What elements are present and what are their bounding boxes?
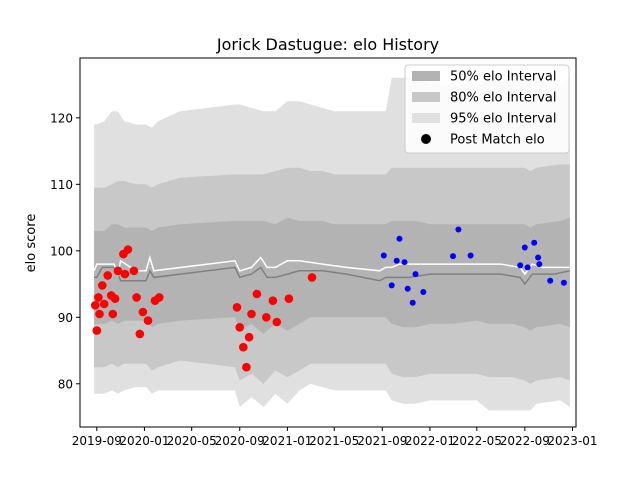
blue-match-point — [396, 235, 403, 242]
legend-label: Post Match elo — [450, 133, 545, 148]
red-match-point — [92, 326, 102, 335]
plot-frame — [79, 57, 577, 428]
red-match-point — [247, 309, 256, 319]
legend: 50% elo Interval 80% elo Interval 95% elo … — [404, 64, 570, 154]
red-match-point — [242, 362, 251, 372]
x-tick-label: 2020-01 — [119, 434, 169, 448]
blue-match-point — [420, 289, 427, 295]
red-match-point — [95, 309, 104, 319]
red-match-point — [108, 309, 118, 319]
red-match-point — [98, 281, 107, 290]
red-match-point — [120, 269, 130, 279]
x-tick-label: 2022-09 — [500, 434, 550, 448]
blue-match-point — [450, 253, 456, 260]
red-match-point — [123, 245, 133, 254]
blue-match-point — [467, 252, 474, 259]
blue-match-point — [412, 271, 419, 278]
median-elo-line — [94, 266, 570, 286]
red-match-point — [90, 301, 100, 310]
blue-match-point — [517, 262, 524, 269]
blue-match-point — [404, 285, 411, 292]
x-tick-label: 2019-09 — [72, 434, 122, 448]
red-match-point — [268, 296, 278, 306]
y-tick-label: 80 — [58, 377, 73, 391]
blue-match-point — [401, 259, 408, 266]
blue-match-point — [536, 261, 543, 268]
legend-entries: 50% elo Interval 80% elo Interval 95% elo … — [412, 70, 557, 148]
red-match-point — [113, 266, 123, 276]
blue-match-point — [521, 244, 528, 251]
red-match-point — [155, 293, 164, 302]
blue-match-point — [380, 252, 387, 259]
legend-swatch — [412, 71, 440, 81]
red-match-point — [129, 266, 139, 276]
red-match-point — [138, 307, 148, 317]
red-match-point — [252, 289, 262, 299]
legend-label: 95% elo Interval — [450, 112, 557, 127]
red-match-point — [284, 294, 294, 304]
red-match-point — [239, 342, 248, 352]
red-match-point — [235, 323, 244, 332]
red-match-point — [143, 316, 153, 325]
x-tick-label: 2021-09 — [357, 434, 407, 448]
blue-match-point — [455, 226, 462, 233]
red-match-point — [99, 299, 109, 309]
legend-label: 80% elo Interval — [450, 91, 557, 106]
red-match-point — [110, 294, 120, 304]
blue-match-point — [531, 239, 538, 246]
blue-match-point — [560, 279, 567, 286]
x-tick-label: 2020-05 — [167, 434, 217, 448]
band-50-interval — [94, 217, 570, 334]
red-match-point — [272, 317, 282, 327]
red-match-point — [232, 303, 242, 312]
y-tick-label: 110 — [50, 178, 73, 192]
x-tick-label: 2021-01 — [262, 434, 312, 448]
y-tick-label: 90 — [58, 311, 73, 325]
plot-area — [90, 77, 570, 411]
x-tick-label: 2022-05 — [452, 434, 502, 448]
x-tick-label: 2021-05 — [309, 434, 359, 448]
red-match-point — [307, 273, 317, 282]
legend-swatch — [412, 92, 440, 102]
blue-match-point — [388, 282, 395, 289]
y-tick-label: 100 — [50, 244, 73, 258]
legend-swatch — [412, 113, 440, 123]
chart-title: Jorick Dastugue: elo History — [216, 35, 439, 54]
y-tick-label: 120 — [50, 111, 73, 125]
post-match-points — [90, 226, 567, 372]
red-match-point — [132, 293, 141, 302]
legend-box — [404, 64, 570, 154]
y-axis-label: elo score — [24, 214, 39, 273]
y-axis: 80 90 100 110 120 — [50, 111, 80, 391]
red-match-point — [103, 271, 112, 280]
red-match-point — [94, 293, 103, 302]
blue-match-point — [524, 264, 531, 271]
blue-match-point — [535, 254, 542, 261]
legend-label: 50% elo Interval — [450, 70, 557, 85]
blue-match-point — [393, 257, 400, 264]
x-tick-label: 2022-01 — [405, 434, 455, 448]
x-axis: 2019-092020-012020-052020-092021-012021-… — [72, 427, 598, 448]
blue-match-point — [547, 277, 554, 284]
legend-marker — [421, 134, 431, 144]
x-tick-label: 2023-01 — [547, 434, 597, 448]
red-match-point — [262, 313, 271, 322]
interval-bands — [94, 77, 570, 411]
trend-lines — [93, 254, 570, 286]
red-match-point — [135, 329, 145, 339]
x-tick-label: 2020-09 — [215, 434, 265, 448]
blue-match-point — [409, 299, 416, 306]
red-match-point — [244, 332, 254, 342]
mean-elo-line — [93, 254, 570, 277]
